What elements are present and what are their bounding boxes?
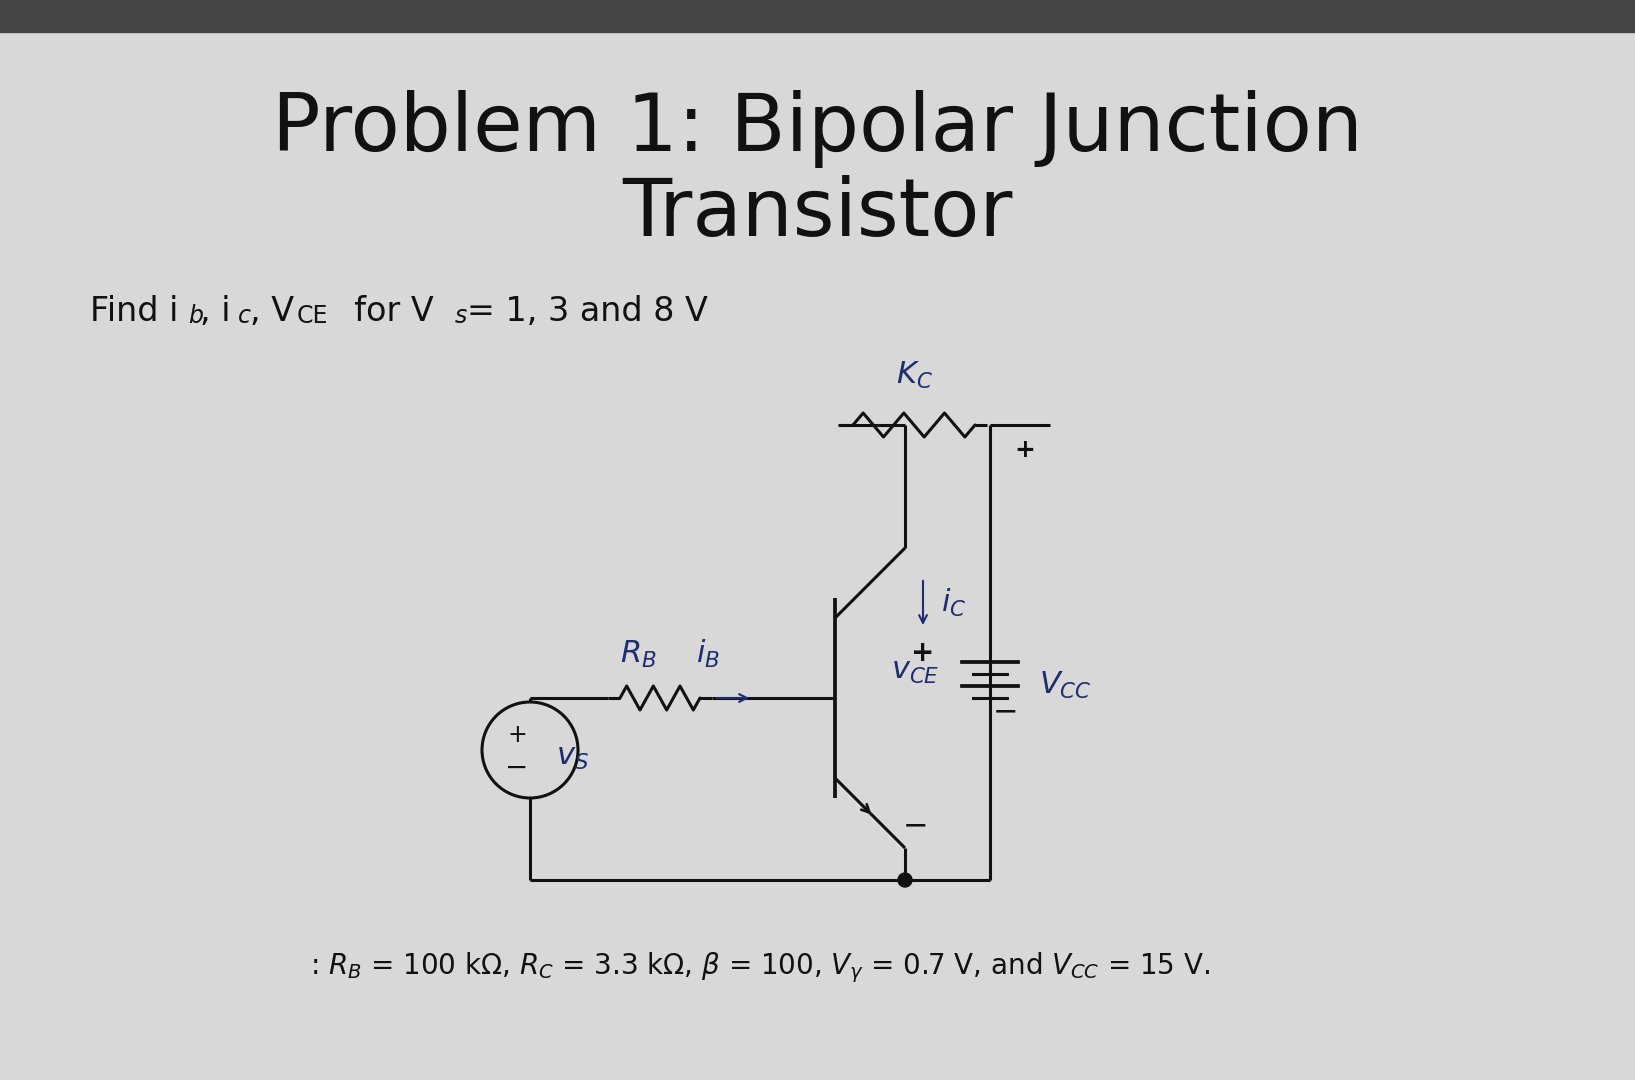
Text: c: c: [239, 303, 252, 328]
Text: $v_{CE}$: $v_{CE}$: [891, 658, 938, 687]
Bar: [0, 0, 1635, 32]
Text: $V_{CC}$: $V_{CC}$: [1038, 670, 1091, 701]
Text: $i_C$: $i_C$: [942, 586, 966, 619]
Text: −: −: [903, 811, 927, 840]
Text: −: −: [505, 754, 528, 782]
Text: +: +: [1015, 438, 1035, 462]
Text: $K_C$: $K_C$: [896, 360, 932, 391]
Text: $i_B$: $i_B$: [697, 638, 719, 670]
Text: , i: , i: [199, 295, 231, 328]
Text: $v_S$: $v_S$: [556, 743, 589, 772]
Text: $R_B$: $R_B$: [620, 638, 656, 670]
Circle shape: [898, 873, 912, 887]
Text: Transistor: Transistor: [621, 175, 1012, 253]
Text: for V: for V: [334, 295, 433, 328]
Text: , V: , V: [250, 295, 294, 328]
Text: Find i: Find i: [90, 295, 178, 328]
Text: Problem 1: Bipolar Junction: Problem 1: Bipolar Junction: [271, 90, 1362, 168]
Text: CE: CE: [298, 303, 329, 328]
Text: s: s: [455, 303, 468, 328]
Text: −: −: [992, 698, 1017, 727]
Text: : $R_B$ = 100 k$\Omega$, $R_C$ = 3.3 k$\Omega$, $\beta$ = 100, $V_\gamma$ = 0.7 : : $R_B$ = 100 k$\Omega$, $R_C$ = 3.3 k$\…: [311, 950, 1210, 985]
Text: = 1, 3 and 8 V: = 1, 3 and 8 V: [468, 295, 708, 328]
Text: +: +: [507, 723, 526, 747]
Text: +: +: [911, 639, 935, 667]
Text: b: b: [188, 303, 203, 328]
